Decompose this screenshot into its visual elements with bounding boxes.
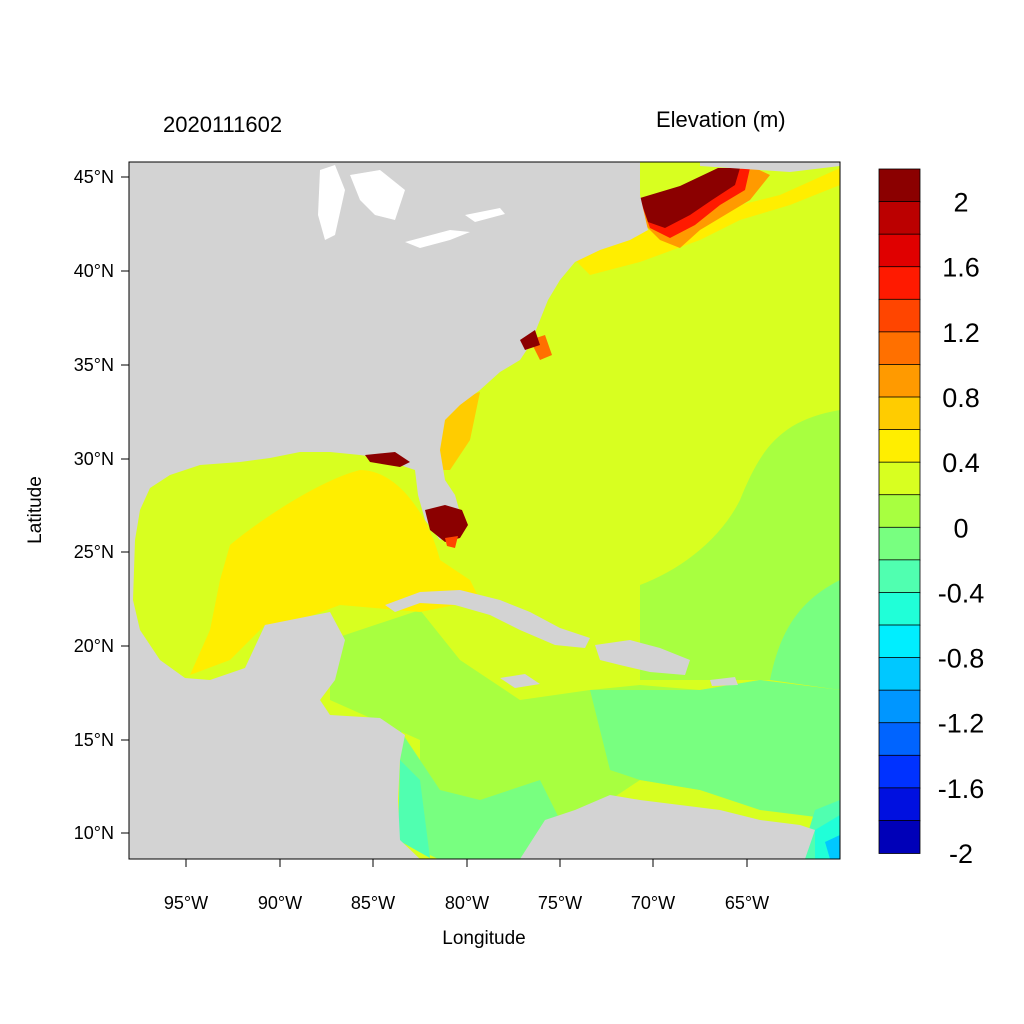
colorbar-swatch: [878, 559, 921, 594]
lake-huron: [350, 170, 405, 220]
yucatan-land: [255, 612, 345, 700]
colorbar-label: -0.4: [938, 578, 985, 608]
florida-anomaly: [425, 505, 468, 542]
colorbar-swatch: [878, 526, 921, 561]
colorbar-swatch: [878, 722, 921, 757]
x-tick-label: 65°W: [725, 893, 769, 913]
hispaniola-land: [595, 640, 690, 675]
colorbar-swatch: [878, 461, 921, 496]
x-tick-label: 80°W: [445, 893, 489, 913]
colorbar-swatch: [878, 396, 921, 431]
gulf-maine-core: [640, 168, 740, 228]
cuba-land: [385, 590, 590, 648]
colorbar-labels: 2 1.6 1.2 0.8 0.4 0 -0.4 -0.8 -1.2 -1.6 -2: [938, 188, 985, 869]
colorbar-swatch: [878, 168, 921, 203]
x-tick-label: 70°W: [631, 893, 675, 913]
puerto-rico-land: [710, 677, 738, 686]
y-tick-label: 45°N: [74, 167, 114, 187]
colorbar-swatch: [878, 364, 921, 398]
colorbar-swatch: [878, 331, 921, 366]
caribbean-sw-edge: [398, 760, 430, 858]
colorbar-swatch: [878, 624, 921, 659]
map-layers: [129, 162, 840, 859]
x-tick-label: 95°W: [164, 893, 208, 913]
x-axis-label: Longitude: [442, 928, 525, 949]
caribbean-east: [590, 680, 840, 820]
colorbar-label: 0.4: [942, 448, 980, 478]
nova-scotia-land: [700, 162, 840, 172]
y-tick-label: 25°N: [74, 542, 114, 562]
colorbar-swatch: [878, 429, 921, 464]
colorbar-swatch: [878, 689, 921, 724]
atlantic-lower-zone: [770, 580, 840, 690]
colorbar-swatch: [878, 494, 921, 529]
variable-title: Elevation (m): [656, 107, 786, 132]
colorbar-swatch: [878, 820, 921, 854]
carolina-dark-anomaly: [520, 330, 540, 350]
colorbar-label: 1.2: [942, 318, 980, 348]
lake-ontario: [465, 208, 505, 222]
colorbar-label: -1.6: [938, 774, 985, 804]
colorbar-swatch: [878, 298, 921, 333]
y-tick-label: 15°N: [74, 730, 114, 750]
lake-michigan: [318, 165, 345, 240]
colorbar-swatch: [878, 266, 921, 301]
gulf-inner: [190, 470, 480, 675]
north-america-land: [129, 162, 648, 859]
y-tick-label: 30°N: [74, 449, 114, 469]
colorbar-label: -1.2: [938, 709, 985, 739]
colorbar-label: -0.8: [938, 644, 985, 674]
colorbar-swatch: [878, 787, 921, 822]
timestamp-title: 2020111602: [163, 112, 283, 137]
x-tick-label: 90°W: [258, 893, 302, 913]
colorbar-label: 2: [953, 188, 968, 218]
y-tick-label: 10°N: [74, 823, 114, 843]
x-axis-ticks: 95°W 90°W 85°W 80°W 75°W 70°W 65°W: [164, 859, 769, 913]
x-tick-label: 75°W: [538, 893, 582, 913]
colorbar-label: -2: [949, 839, 973, 869]
plot-frame: [128, 161, 841, 860]
colorbar-swatch: [878, 201, 921, 236]
jamaica-land: [500, 674, 540, 688]
caribbean-se-lowest: [825, 835, 840, 859]
y-axis-label: Latitude: [25, 476, 46, 544]
colorbar-swatch: [878, 754, 921, 789]
south-america-land: [520, 795, 815, 859]
colorbar: [878, 168, 921, 854]
atlantic-low-zone: [640, 410, 840, 680]
y-axis-ticks: 45°N 40°N 35°N 30°N 25°N 20°N 15°N 10°N: [74, 167, 129, 843]
lake-erie: [405, 230, 470, 248]
colorbar-swatch: [878, 657, 921, 692]
colorbar-swatch: [878, 592, 921, 626]
nw-florida-anomaly: [365, 452, 410, 467]
y-tick-label: 20°N: [74, 636, 114, 656]
colorbar-label: 1.6: [942, 253, 980, 283]
y-tick-label: 40°N: [74, 261, 114, 281]
caribbean-south: [400, 730, 560, 859]
colorbar-label: 0.8: [942, 383, 980, 413]
colorbar-swatch: [878, 233, 921, 268]
florida-tip-anomaly: [445, 536, 458, 548]
x-tick-label: 85°W: [351, 893, 395, 913]
colorbar-label: 0: [953, 513, 968, 543]
y-tick-label: 35°N: [74, 355, 114, 375]
